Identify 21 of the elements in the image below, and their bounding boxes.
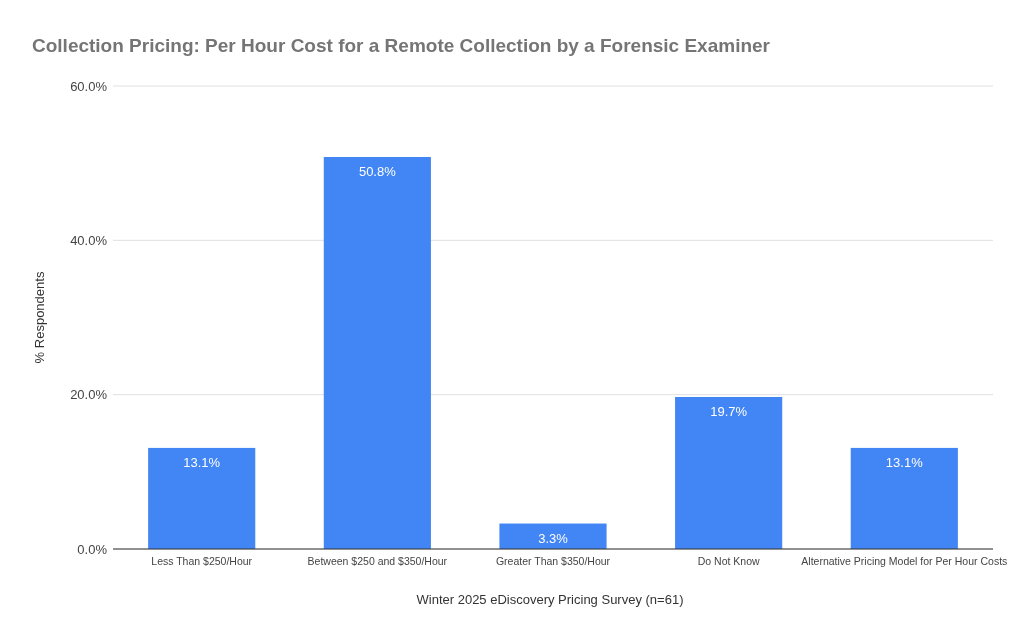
- x-tick-label: Less Than $250/Hour: [151, 555, 253, 567]
- x-tick-label: Alternative Pricing Model for Per Hour Costs: [801, 555, 1008, 567]
- bar: [323, 156, 431, 549]
- data-label: 13.1%: [183, 454, 221, 470]
- y-tick-label: 60.0%: [70, 78, 108, 94]
- y-tick-label: 20.0%: [70, 387, 108, 403]
- data-label: 50.8%: [358, 163, 397, 179]
- bar: [675, 396, 783, 549]
- data-label: 19.7%: [710, 403, 748, 419]
- x-tick-label: Do Not Know: [697, 555, 760, 567]
- x-tick-label: Greater Than $350/Hour: [495, 555, 611, 567]
- chart-title: Collection Pricing: Per Hour Cost for a Remote Collection by a Forensic Examiner: [32, 35, 771, 56]
- x-axis-title: Winter 2025 eDiscovery Pricing Survey (n=61): [416, 592, 684, 607]
- y-tick-label: 0.0%: [77, 541, 108, 557]
- y-axis-title: % Respondents: [32, 271, 47, 364]
- bar: [148, 447, 256, 549]
- x-tick-label: Between $250 and $350/Hour: [307, 555, 448, 567]
- data-label: 3.3%: [538, 530, 569, 546]
- data-label: 13.1%: [885, 454, 924, 470]
- bar: [850, 447, 958, 549]
- y-tick-label: 40.0%: [70, 232, 108, 248]
